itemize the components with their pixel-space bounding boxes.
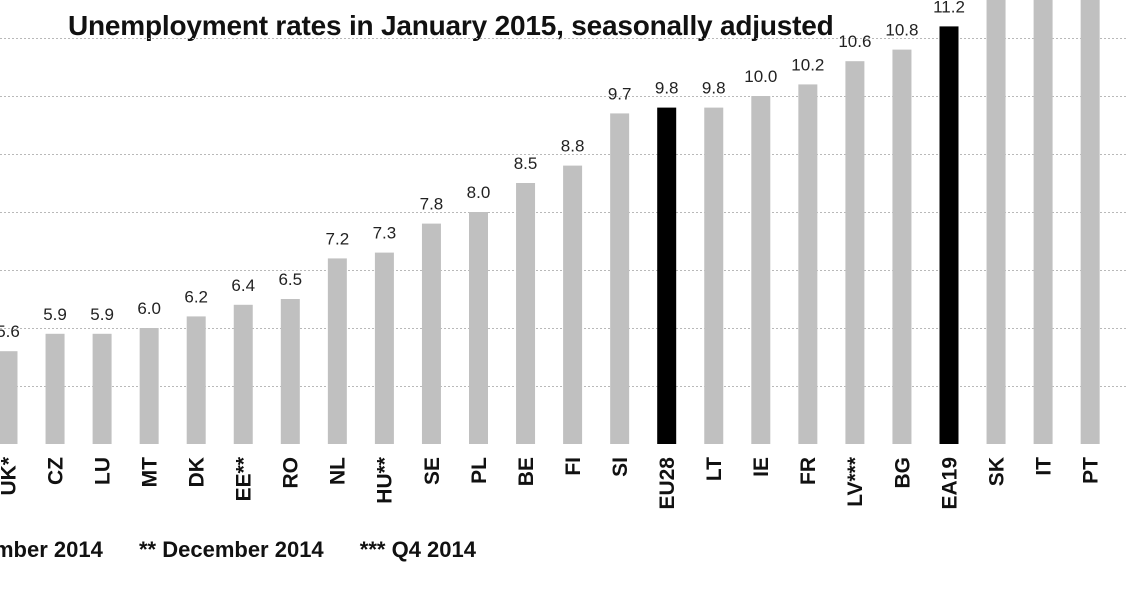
- value-label: 5.9: [90, 305, 114, 324]
- bar: [939, 26, 959, 445]
- tick-label: SE: [421, 457, 444, 485]
- x-axis-tick-labels: UK* CZ LU MT DK EE** RO NL HU** SE PL BE FI SI EU28 LT I…: [0, 456, 1103, 509]
- value-label: 9.7: [608, 84, 632, 103]
- tick-label: NL: [327, 457, 350, 485]
- bar: [516, 183, 536, 444]
- tick-label: LU: [91, 457, 114, 485]
- value-label: 10.8: [885, 21, 918, 40]
- tick-label: LT: [703, 457, 726, 481]
- value-label: 8.5: [514, 154, 538, 173]
- bar: [657, 107, 677, 444]
- bar: [751, 96, 771, 444]
- value-label: 7.8: [420, 195, 444, 214]
- tick-label: PL: [468, 457, 491, 484]
- bar: [0, 351, 18, 444]
- tick-label: SK: [985, 457, 1008, 486]
- value-label: 5.9: [43, 305, 67, 324]
- bar: [1033, 0, 1053, 444]
- bar: [986, 0, 1006, 444]
- bar: [845, 61, 865, 444]
- tick-label: SI: [609, 457, 632, 477]
- bar: [327, 258, 347, 444]
- value-label: 6.5: [278, 270, 302, 289]
- bar: [1080, 0, 1100, 445]
- footnotes: mber 2014 ** December 2014 *** Q4 2014: [0, 537, 476, 563]
- footnote-december: ** December 2014: [138, 537, 324, 562]
- bar: [704, 107, 724, 444]
- value-labels: 5.6 5.9 5.9 6.0 6.2 6.4 6.5 7.2 7.3 7.8 8.0 8.5 8.8 9…: [0, 0, 965, 341]
- value-label: 8.8: [561, 137, 585, 156]
- tick-label: PT: [1080, 457, 1103, 484]
- value-label: 9.8: [655, 79, 679, 98]
- footnote-q4: *** Q4 2014: [359, 537, 476, 562]
- value-label: 7.2: [326, 229, 350, 248]
- tick-label: LV***: [844, 456, 867, 507]
- value-label: 6.0: [137, 299, 161, 318]
- tick-label: DK: [186, 457, 209, 487]
- tick-label: CZ: [44, 457, 67, 485]
- bar: [421, 223, 441, 444]
- tick-label: UK*: [0, 456, 20, 495]
- bar: [280, 299, 300, 444]
- bar: [45, 333, 65, 444]
- tick-label: MT: [139, 457, 162, 487]
- tick-label: FI: [562, 457, 585, 476]
- tick-label: HU**: [374, 456, 397, 504]
- bar: [469, 212, 488, 444]
- bar: [139, 328, 159, 444]
- bar: [798, 84, 818, 445]
- bar: [374, 252, 394, 444]
- tick-label: EU28: [656, 457, 679, 510]
- bar: [186, 316, 206, 444]
- value-label: 6.2: [184, 287, 208, 306]
- value-label: 10.0: [744, 67, 777, 86]
- value-label: 9.8: [702, 79, 726, 98]
- tick-label: IE: [750, 457, 773, 477]
- tick-label: EE**: [233, 456, 256, 501]
- bar: [563, 165, 583, 444]
- tick-label: FR: [797, 457, 820, 485]
- value-label: 8.0: [467, 183, 491, 202]
- bars: [0, 0, 1100, 445]
- tick-label: IT: [1032, 457, 1055, 476]
- chart-title: Unemployment rates in January 2015, seas…: [68, 10, 834, 41]
- footnote-uk: mber 2014: [0, 537, 103, 562]
- bar: [892, 49, 912, 444]
- tick-label: BG: [891, 457, 914, 489]
- value-label: 10.6: [838, 32, 871, 51]
- value-label: 5.6: [0, 322, 20, 341]
- value-label: 6.4: [231, 276, 255, 295]
- bar: [610, 113, 630, 445]
- tick-label: BE: [515, 457, 538, 486]
- bar: [92, 333, 112, 444]
- value-label: 7.3: [373, 224, 397, 243]
- tick-label: RO: [280, 457, 303, 489]
- value-label: 10.2: [791, 55, 824, 74]
- tick-label: EA19: [938, 457, 961, 510]
- value-label: 11.2: [933, 0, 965, 16]
- bar: [233, 304, 253, 444]
